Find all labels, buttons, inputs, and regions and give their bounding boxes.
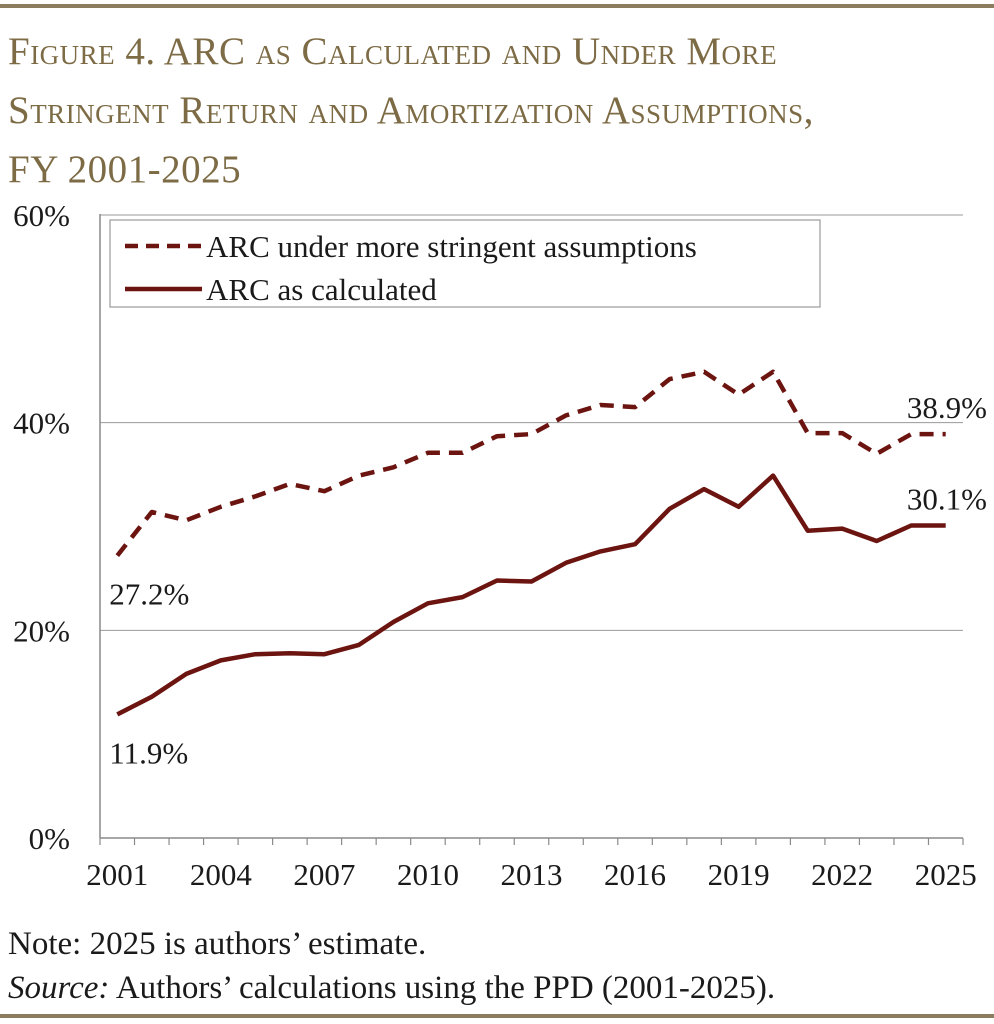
data-point-s1-2008 [358,644,359,645]
line-chart: 0% 20% 40% 60% 2001 2004 2007 2010 2013 2016 2019 2… [13,198,987,892]
x-tick-label-2016: 2016 [604,857,666,892]
data-point-s1-2009 [393,622,394,623]
bottom-rule [0,1014,994,1018]
data-point-s1-2006 [289,653,290,654]
data-point-s0-2001 [117,555,118,556]
x-tick-label-2013: 2013 [501,857,563,892]
data-point-s1-2019 [738,506,739,507]
series-lines [115,369,946,717]
data-point-s1-2015 [600,551,601,552]
data-label-0: 27.2% [109,577,189,612]
data-point-s1-2005 [255,654,256,655]
data-point-s0-2002 [151,511,152,512]
data-point-s0-2009 [393,467,394,468]
data-point-s0-2019 [738,394,739,395]
title-line-3: FY 2001-2025 [8,148,242,191]
data-point-s0-2017 [669,379,670,380]
data-point-s1-2022 [842,528,843,529]
data-point-s0-2021 [807,433,808,434]
data-point-s0-2008 [358,475,359,476]
data-point-s0-2010 [427,452,428,453]
data-point-s1-2025 [945,525,946,526]
data-point-s1-2021 [807,530,808,531]
data-point-s1-2024 [911,525,912,526]
y-tick-label-0: 0% [29,821,70,856]
legend: ARC under more stringent assumptions ARC … [109,219,821,308]
data-point-s1-2016 [635,544,636,545]
data-point-s0-2006 [289,483,290,484]
x-tick-label-2004: 2004 [190,857,253,892]
data-point-s0-2018 [704,371,705,372]
series-line-0 [115,369,946,557]
y-tick-label-20: 20% [13,613,70,648]
data-point-s0-2024 [911,434,912,435]
data-label-1: 11.9% [109,735,188,770]
y-tick-label-40: 40% [13,406,70,441]
series-line-1 [116,473,946,717]
data-point-s0-2016 [635,407,636,408]
source-label: Source: [8,970,110,1006]
data-point-s0-2022 [842,433,843,434]
x-tick-label-2025: 2025 [915,857,977,892]
data-point-s0-2015 [600,405,601,406]
data-point-s1-2011 [462,597,463,598]
data-point-s1-2012 [496,580,497,581]
top-rule [0,4,994,8]
data-point-s1-2004 [220,660,221,661]
legend-box [109,219,821,308]
y-tick-label-60: 60% [13,198,70,233]
title-line-2: Stringent Return and Amortization Assump… [8,89,814,132]
data-point-s0-2020 [773,371,774,372]
data-point-s0-2011 [462,452,463,453]
data-point-s0-2007 [324,491,325,492]
data-label-2: 38.9% [907,390,987,425]
chart-note: Note: 2025 is authors’ estimate. [8,926,427,962]
data-point-s1-2018 [704,489,705,490]
x-tick-label-2019: 2019 [708,857,770,892]
title-line-1: Figure 4. ARC as Calculated and Under Mo… [8,30,778,73]
data-point-s1-2017 [669,508,670,509]
data-point-s0-2005 [255,496,256,497]
data-point-s0-2012 [496,436,497,437]
data-point-s0-2004 [220,506,221,507]
data-point-s1-2014 [566,562,567,563]
x-tick-label-2010: 2010 [397,857,459,892]
data-point-s0-2023 [876,453,877,454]
data-point-s1-2007 [324,654,325,655]
data-annotations: 27.2% 11.9% 38.9% 30.1% [109,390,987,770]
data-label-3: 30.1% [907,481,987,516]
data-point-s1-2013 [531,581,532,582]
data-point-s1-2020 [773,475,774,476]
data-point-s0-2003 [186,520,187,521]
gridlines [100,214,963,631]
legend-label-1: ARC as calculated [206,272,437,307]
data-point-s1-2010 [427,603,428,604]
data-point-s0-2014 [566,415,567,416]
legend-label-0: ARC under more stringent assumptions [206,229,697,264]
x-tick-label-2022: 2022 [811,857,873,892]
x-tick-label-2001: 2001 [86,857,148,892]
x-tick-label-2007: 2007 [293,857,355,892]
data-point-s1-2001 [117,714,118,715]
chart-source: Source: Authors’ calculations using the … [8,966,775,1010]
source-text: Authors’ calculations using the PPD (200… [109,970,776,1006]
figure-title: Figure 4. ARC as Calculated and Under Mo… [8,22,988,199]
data-point-s1-2002 [151,696,152,697]
data-point-s0-2013 [531,434,532,435]
axes: 0% 20% 40% 60% 2001 2004 2007 2010 2013 2016 2019 2… [13,198,977,892]
data-point-s1-2003 [186,673,187,674]
data-point-s0-2025 [945,434,946,435]
data-point-s1-2023 [876,541,877,542]
